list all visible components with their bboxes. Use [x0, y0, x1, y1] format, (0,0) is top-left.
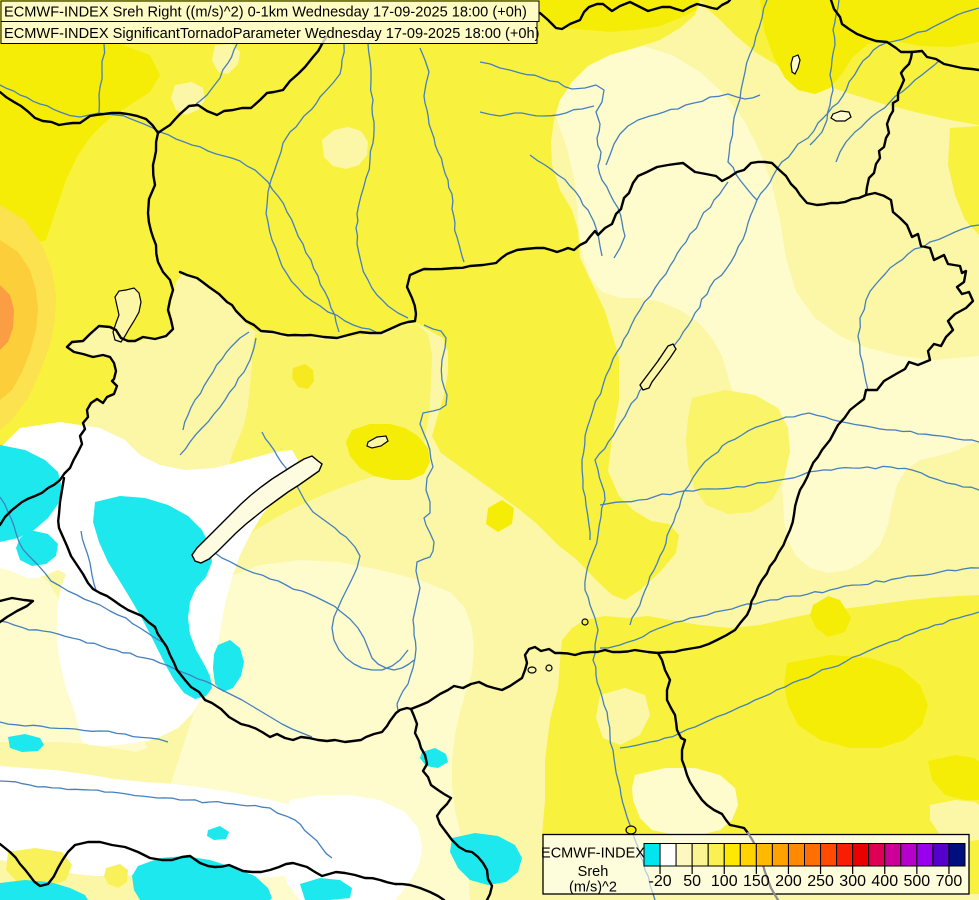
svg-text:-20: -20: [648, 873, 671, 890]
svg-text:200: 200: [775, 873, 802, 890]
svg-text:ECMWF-INDEX: ECMWF-INDEX: [541, 846, 645, 862]
svg-text:500: 500: [903, 873, 930, 890]
svg-text:ECMWF-INDEX SignificantTornado: ECMWF-INDEX SignificantTornadoParameter …: [4, 26, 540, 42]
svg-text:150: 150: [743, 873, 770, 890]
svg-text:300: 300: [839, 873, 866, 890]
svg-text:100: 100: [711, 873, 738, 890]
svg-text:400: 400: [871, 873, 898, 890]
svg-text:50: 50: [683, 873, 701, 890]
svg-text:(m/s)^2: (m/s)^2: [569, 880, 617, 896]
svg-text:Sreh: Sreh: [578, 864, 609, 880]
svg-text:250: 250: [807, 873, 834, 890]
svg-text:ECMWF-INDEX Sreh Right ((m/s)^: ECMWF-INDEX Sreh Right ((m/s)^2) 0-1km W…: [4, 5, 527, 21]
svg-text:700: 700: [936, 873, 963, 890]
